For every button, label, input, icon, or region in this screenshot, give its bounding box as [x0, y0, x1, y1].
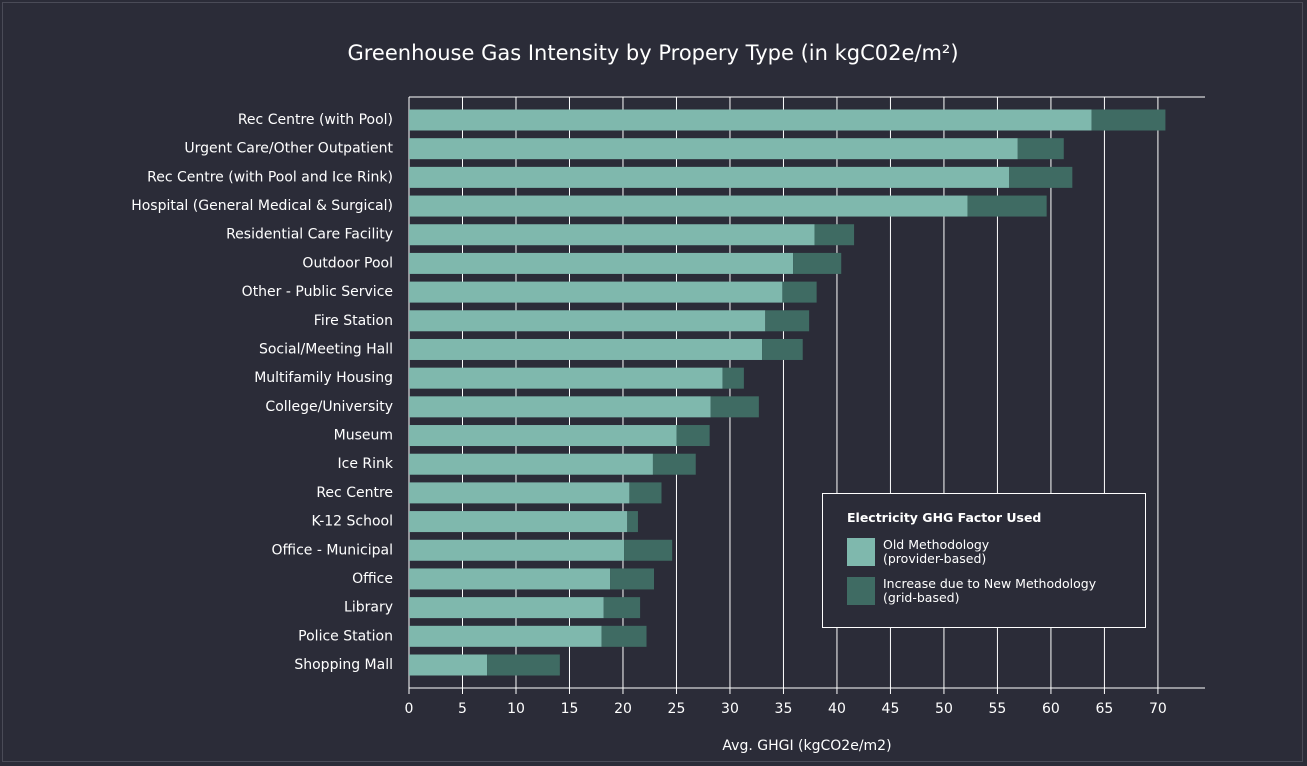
bar-segment — [409, 338, 763, 360]
bar-segment — [409, 310, 766, 332]
x-tick-label: 10 — [507, 701, 525, 717]
x-tick-label: 25 — [668, 701, 686, 717]
bar-segment — [1009, 166, 1073, 188]
y-tick-label: Residential Care Facility — [226, 227, 393, 243]
bar-segment — [409, 453, 653, 475]
y-tick-label: Library — [344, 600, 393, 616]
bar-segment — [409, 539, 625, 561]
y-tick-label: Social/Meeting Hall — [259, 341, 393, 357]
bar-segment — [652, 453, 696, 475]
x-tick-label: 45 — [882, 701, 900, 717]
x-tick-label: 70 — [1149, 701, 1167, 717]
legend-label: Increase due to New Methodology (grid-ba… — [883, 576, 1097, 605]
bar-segment — [409, 568, 611, 590]
y-tick-label: Rec Centre (with Pool) — [238, 112, 393, 128]
x-tick-label: 5 — [458, 701, 467, 717]
legend-swatch — [847, 577, 875, 605]
bar-segment — [722, 367, 744, 389]
bar-segment — [409, 138, 1018, 160]
y-tick-label: Outdoor Pool — [302, 255, 393, 271]
bar-segment — [765, 310, 810, 332]
bar-segment — [409, 367, 723, 389]
bar-segment — [782, 281, 817, 303]
x-tick-label: 0 — [405, 701, 414, 717]
bar-segment — [967, 195, 1047, 217]
bar-segment — [409, 195, 968, 217]
bar-segment — [409, 425, 677, 447]
y-tick-label: Rec Centre — [316, 485, 393, 501]
bar-segment — [710, 396, 759, 418]
y-tick-label: Police Station — [298, 628, 393, 644]
y-tick-label: Ice Rink — [338, 456, 394, 472]
bar-segment — [624, 539, 673, 561]
legend: Electricity GHG Factor Used Old Methodol… — [822, 493, 1146, 628]
x-tick-label: 40 — [828, 701, 846, 717]
x-axis-label: Avg. GHGI (kgCO2e/m2) — [722, 738, 891, 754]
y-tick-label: Office — [352, 571, 393, 587]
y-tick-label: Museum — [334, 428, 393, 444]
y-tick-label: Office - Municipal — [272, 542, 393, 558]
bar-segment — [409, 597, 604, 619]
y-tick-label: Urgent Care/Other Outpatient — [184, 141, 393, 157]
bar-segment — [409, 281, 783, 303]
y-tick-label: College/University — [265, 399, 393, 415]
bar-segment — [627, 511, 638, 533]
x-tick-label: 30 — [721, 701, 739, 717]
x-tick-label: 60 — [1042, 701, 1060, 717]
y-tick-label: K-12 School — [311, 514, 393, 530]
bar-segment — [629, 482, 662, 504]
bar-segment — [409, 224, 815, 246]
bar-segment — [814, 224, 855, 246]
legend-title: Electricity GHG Factor Used — [847, 510, 1042, 525]
bar-segment — [409, 625, 602, 647]
bar-segment — [409, 654, 488, 676]
legend-label: Old Methodology (provider-based) — [883, 537, 990, 566]
x-tick-label: 35 — [775, 701, 793, 717]
bar-segment — [601, 625, 647, 647]
bar-segment — [1017, 138, 1064, 160]
bar-segment — [487, 654, 560, 676]
y-tick-label: Other - Public Service — [242, 284, 393, 300]
bar-segment — [409, 166, 1010, 188]
bar-segment — [409, 511, 628, 533]
x-tick-label: 55 — [989, 701, 1007, 717]
y-tick-label: Hospital (General Medical & Surgical) — [131, 198, 393, 214]
bar-segment — [409, 482, 630, 504]
bar-segment — [676, 425, 710, 447]
y-tick-label: Fire Station — [314, 313, 393, 329]
y-tick-label: Rec Centre (with Pool and Ice Rink) — [147, 169, 393, 185]
bar-segment — [793, 252, 842, 274]
bar-segment — [409, 252, 794, 274]
y-tick-label: Multifamily Housing — [254, 370, 393, 386]
x-tick-label: 20 — [614, 701, 632, 717]
bar-segment — [610, 568, 655, 590]
x-tick-label: 50 — [935, 701, 953, 717]
chart-title: Greenhouse Gas Intensity by Propery Type… — [347, 41, 958, 65]
x-tick-label: 65 — [1096, 701, 1114, 717]
bar-segment — [603, 597, 641, 619]
bar-segment — [1091, 109, 1166, 131]
bar-segment — [762, 338, 803, 360]
legend-swatch — [847, 538, 875, 566]
y-tick-label: Shopping Mall — [294, 657, 393, 673]
x-tick-label: 15 — [561, 701, 579, 717]
bar-segment — [409, 109, 1092, 131]
bar-segment — [409, 396, 711, 418]
